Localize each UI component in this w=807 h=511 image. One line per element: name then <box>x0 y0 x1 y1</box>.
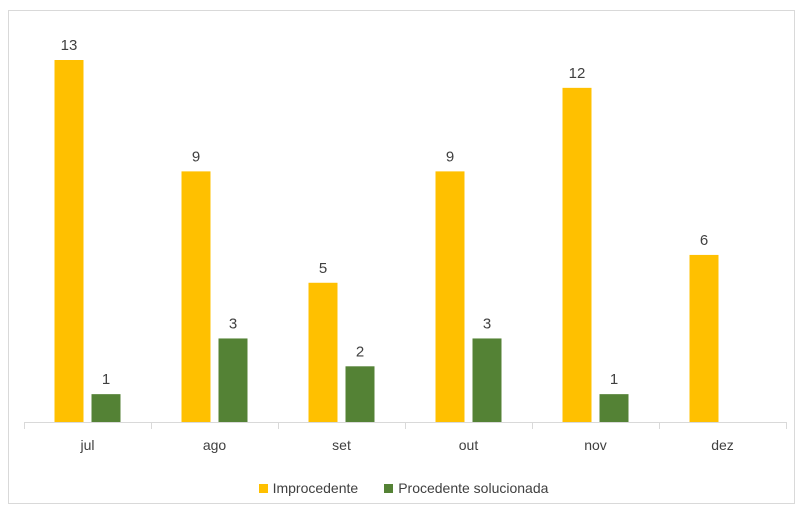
chart-frame <box>8 10 795 504</box>
data-label: 1 <box>102 371 110 388</box>
legend-swatch-procedente-solucionada <box>384 483 394 493</box>
data-label: 9 <box>446 148 454 165</box>
bar-improcedente <box>689 254 719 422</box>
data-label: 3 <box>483 315 491 332</box>
x-tick-label: out <box>459 437 479 453</box>
bar-chart: jul 13 1 ago 9 3 set 5 2 out 9 3 nov 12 1 dez 6 <box>24 37 787 453</box>
data-label: 12 <box>569 65 586 82</box>
data-label: 13 <box>61 37 78 54</box>
x-tick-label: set <box>332 437 351 453</box>
data-label: 2 <box>356 343 364 360</box>
data-label: 9 <box>192 148 200 165</box>
bar-improcedente <box>562 87 592 422</box>
bar-procedente-solucionada <box>218 338 248 422</box>
bar-procedente-solucionada <box>599 394 629 422</box>
data-label: 6 <box>700 232 708 249</box>
bar-improcedente <box>54 60 84 422</box>
x-tick-label: jul <box>79 437 94 453</box>
legend: Improcedente Procedente solucionada <box>0 478 807 498</box>
data-label: 5 <box>319 260 327 277</box>
bar-procedente-solucionada <box>472 338 502 422</box>
legend-label-procedente-solucionada: Procedente solucionada <box>398 480 549 496</box>
legend-item-improcedente: Improcedente <box>258 480 359 496</box>
legend-item-procedente-solucionada: Procedente solucionada <box>384 480 548 496</box>
bar-improcedente <box>435 171 465 422</box>
legend-label-improcedente: Improcedente <box>272 480 359 496</box>
legend-swatch-improcedente <box>258 483 268 493</box>
bar-improcedente <box>181 171 211 422</box>
x-tick-label: dez <box>711 437 734 453</box>
x-tick-label: ago <box>203 437 227 453</box>
x-tick-label: nov <box>584 437 607 453</box>
data-label: 3 <box>229 315 237 332</box>
bar-improcedente <box>308 282 338 422</box>
bar-procedente-solucionada <box>345 366 375 422</box>
bar-procedente-solucionada <box>91 394 121 422</box>
data-label: 1 <box>610 371 618 388</box>
